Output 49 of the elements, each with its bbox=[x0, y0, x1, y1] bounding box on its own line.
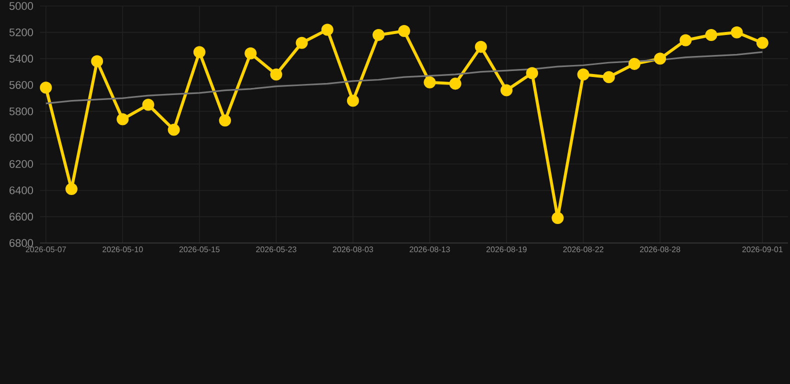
point bbox=[680, 34, 692, 46]
x-tick-label: 2026-08-28 bbox=[640, 246, 680, 252]
point bbox=[219, 114, 232, 127]
point bbox=[346, 94, 359, 107]
point bbox=[116, 113, 129, 126]
point bbox=[449, 78, 462, 90]
point bbox=[424, 76, 436, 88]
y-tick-label: 5600 bbox=[9, 81, 34, 89]
point bbox=[602, 71, 615, 84]
x-tick-label: 2026-05-07 bbox=[26, 246, 66, 252]
x-tick-label: 2026-05-10 bbox=[102, 246, 143, 252]
y-tick-label: 6400 bbox=[10, 186, 34, 194]
point bbox=[244, 47, 257, 60]
y-tick-label: 5000 bbox=[9, 2, 34, 10]
point bbox=[398, 25, 410, 38]
x-tick-label: 2026-08-22 bbox=[563, 246, 604, 252]
y-tick-label: 6000 bbox=[10, 134, 34, 142]
point bbox=[756, 36, 768, 49]
y-tick-label: 6200 bbox=[10, 160, 34, 168]
y-tick-label: 5400 bbox=[9, 54, 34, 63]
point bbox=[65, 183, 78, 196]
point bbox=[270, 68, 282, 80]
x-tick-label: 2026-09-01 bbox=[742, 246, 782, 252]
point bbox=[526, 67, 538, 80]
y-tick-label: 5200 bbox=[9, 28, 34, 36]
point bbox=[193, 46, 206, 58]
x-tick-label: 2026-08-13 bbox=[410, 246, 450, 252]
y-tick-label: 6800 bbox=[10, 239, 34, 247]
point bbox=[500, 84, 513, 96]
point bbox=[321, 24, 334, 36]
point bbox=[577, 68, 590, 80]
point bbox=[372, 28, 385, 41]
point bbox=[628, 58, 640, 70]
x-tick-label: 2026-08-03 bbox=[332, 246, 374, 252]
point bbox=[40, 82, 52, 94]
point bbox=[91, 55, 104, 68]
point bbox=[474, 40, 487, 53]
x-tick-label: 2026-05-23 bbox=[256, 246, 296, 252]
point bbox=[730, 26, 743, 38]
point bbox=[142, 98, 154, 111]
point bbox=[705, 28, 718, 41]
x-tick-label: 2026-05-15 bbox=[179, 246, 220, 252]
point bbox=[168, 124, 180, 136]
point bbox=[552, 212, 564, 224]
y-tick-label: 5800 bbox=[9, 107, 34, 116]
x-tick-label: 2026-08-19 bbox=[486, 246, 527, 252]
point bbox=[654, 52, 666, 65]
y-tick-label: 6600 bbox=[10, 212, 34, 221]
point bbox=[296, 36, 308, 49]
